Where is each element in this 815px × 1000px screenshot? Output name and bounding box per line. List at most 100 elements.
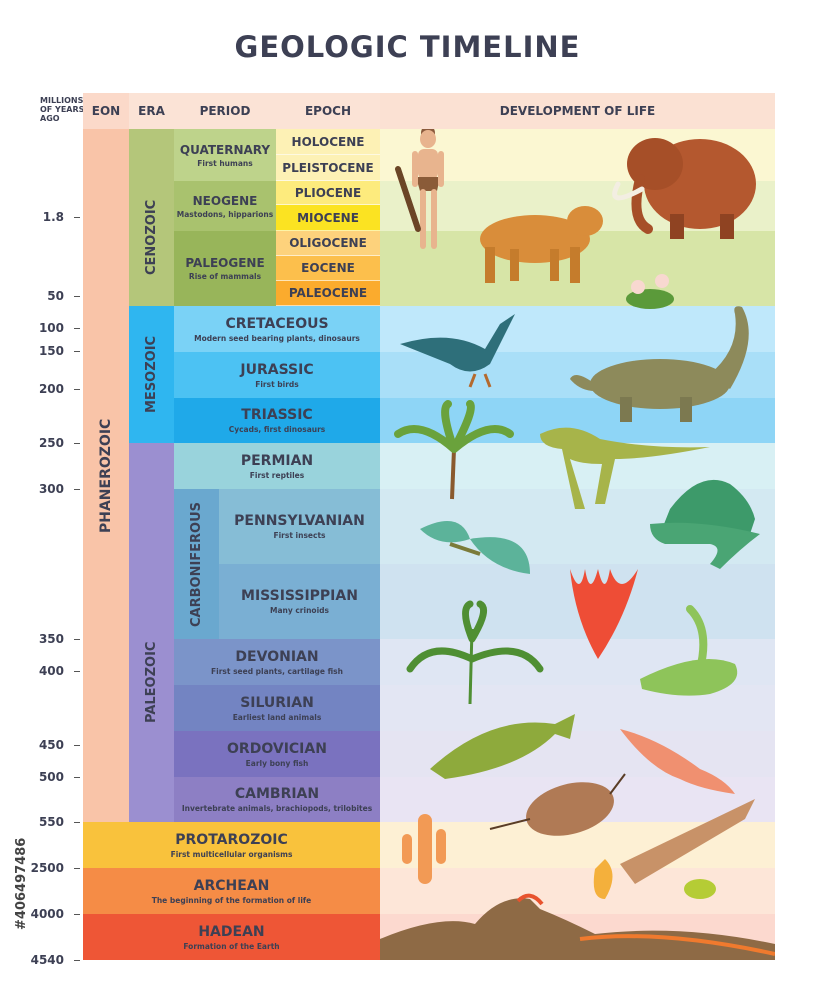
tick-label: 2500 [30,861,64,875]
tick-mark [74,389,80,390]
tick-label: 300 [38,482,64,496]
period-desc: Earliest land animals [232,712,322,722]
era-cenozoic: CENOZOIC [129,129,174,306]
epoch-pleistocene: PLEISTOCENE [276,155,380,181]
page-title: GEOLOGIC TIMELINE [234,30,581,64]
sponge-icon [402,814,446,884]
period-name: SILURIAN [240,694,314,711]
dimetrodon-icon [650,479,760,569]
tick-label: 250 [38,436,64,450]
cycad-icon [394,400,514,500]
tick-label: 100 [38,321,64,335]
period-desc: First insects [273,531,326,540]
tick-mark [74,489,80,490]
period-mississippian: MISSISSIPPIAN Many crinoids [219,564,380,639]
tick-mark [74,328,80,329]
tick-label: 1.8 [42,210,64,224]
eon-hadean: HADEAN Formation of the Earth [83,914,380,960]
period-pennsylvanian: PENNSYLVANIAN First insects [219,489,380,564]
tick-mark [74,960,80,961]
fern-icon [406,600,544,705]
eon-name: PROTAROZOIC [175,831,288,848]
nautiloid-icon [593,799,755,899]
period-name: DEVONIAN [235,648,319,665]
tick-label: 500 [38,770,64,784]
period-triassic: TRIASSIC Cycads, first dinosaurs [174,398,380,443]
tick-label: 4000 [30,907,64,921]
period-desc: Cycads, first dinosaurs [228,425,326,434]
theropod-icon [540,427,710,509]
period-name: MISSISSIPPIAN [241,588,358,604]
eon-protarozoic: PROTAROZOIC First multicellular organism… [83,822,380,868]
period-desc: First reptiles [249,470,305,480]
era-header: ERA [129,93,174,129]
tick-mark [74,671,80,672]
tick-label: 350 [38,632,64,646]
period-name: PALEOGENE [185,256,265,270]
period-desc: Invertebrate animals, brachiopods, trilo… [181,804,373,813]
tick-label: 550 [38,815,64,829]
period-neogene: NEOGENE Mastodons, hipparions [174,181,276,231]
crinoid-icon [570,569,638,659]
era-mesozoic: MESOZOIC [129,306,174,443]
period-name: TRIASSIC [241,407,313,423]
eon-desc: Formation of the Earth [183,941,280,951]
mammoth-icon [612,138,756,239]
tick-label: 50 [47,289,64,303]
tick-label: 200 [38,382,64,396]
period-desc: Early bony fish [245,758,309,768]
dragonfly-icon [420,521,530,574]
subperiod-carboniferous: CARBONIFEROUS [174,489,219,639]
tick-mark [74,745,80,746]
mya-header: MILLIONS OF YEARS AGO [40,96,85,123]
period-name: JURASSIC [240,361,314,378]
human-icon [395,129,444,249]
period-name: NEOGENE [192,193,258,208]
life-header: DEVELOPMENT OF LIFE [380,93,775,129]
period-desc: Many crinoids [270,606,329,615]
life-illustrations [380,129,775,960]
eon-name: HADEAN [198,923,265,940]
tick-mark [74,868,80,869]
eon-phanerozoic: PHANEROZOIC [83,129,129,822]
cell-icon [684,879,716,899]
period-name: PENNSYLVANIAN [234,513,365,529]
period-name: QUATERNARY [179,142,271,157]
period-paleogene: PALEOGENE Rise of mammals [174,231,276,306]
tick-mark [74,351,80,352]
eon-archean: ARCHEAN The beginning of the formation o… [83,868,380,914]
period-desc: Modern seed bearing plants, dinosaurs [194,333,360,343]
period-name: CAMBRIAN [234,786,320,802]
sabertooth-icon [480,206,603,283]
period-cretaceous: CRETACEOUS Modern seed bearing plants, d… [174,306,380,352]
period-header: PERIOD [174,93,276,129]
tick-label: 4540 [30,953,64,967]
archaeopteryx-icon [400,314,515,388]
early-fish-icon [430,714,575,779]
epoch-pliocene: PLIOCENE [276,181,380,205]
tick-mark [74,296,80,297]
flower-plant-icon [626,274,674,309]
epoch-eocene: EOCENE [276,256,380,281]
tick-mark [74,777,80,778]
epoch-holocene: HOLOCENE [276,129,380,155]
epoch-miocene: MIOCENE [276,205,380,231]
sauropod-icon [570,306,749,422]
period-name: ORDOVICIAN [227,740,327,757]
tick-label: 450 [38,738,64,752]
period-permian: PERMIAN First reptiles [174,443,380,489]
period-desc: First seed plants, cartilage fish [211,666,343,676]
period-name: CRETACEOUS [225,315,329,332]
period-quaternary: QUATERNARY First humans [174,129,276,181]
period-desc: First humans [197,158,253,168]
period-cambrian: CAMBRIAN Invertebrate animals, brachiopo… [174,777,380,822]
period-desc: Mastodons, hipparions [176,209,274,219]
eon-header: EON [83,93,129,129]
epoch-paleocene: PALEOCENE [276,281,380,306]
eon-desc: First multicellular organisms [170,849,293,859]
tick-mark [74,639,80,640]
period-name: PERMIAN [240,452,314,469]
volcano-icon [380,893,775,960]
period-ordovician: ORDOVICIAN Early bony fish [174,731,380,777]
amphibian-icon [640,605,738,696]
